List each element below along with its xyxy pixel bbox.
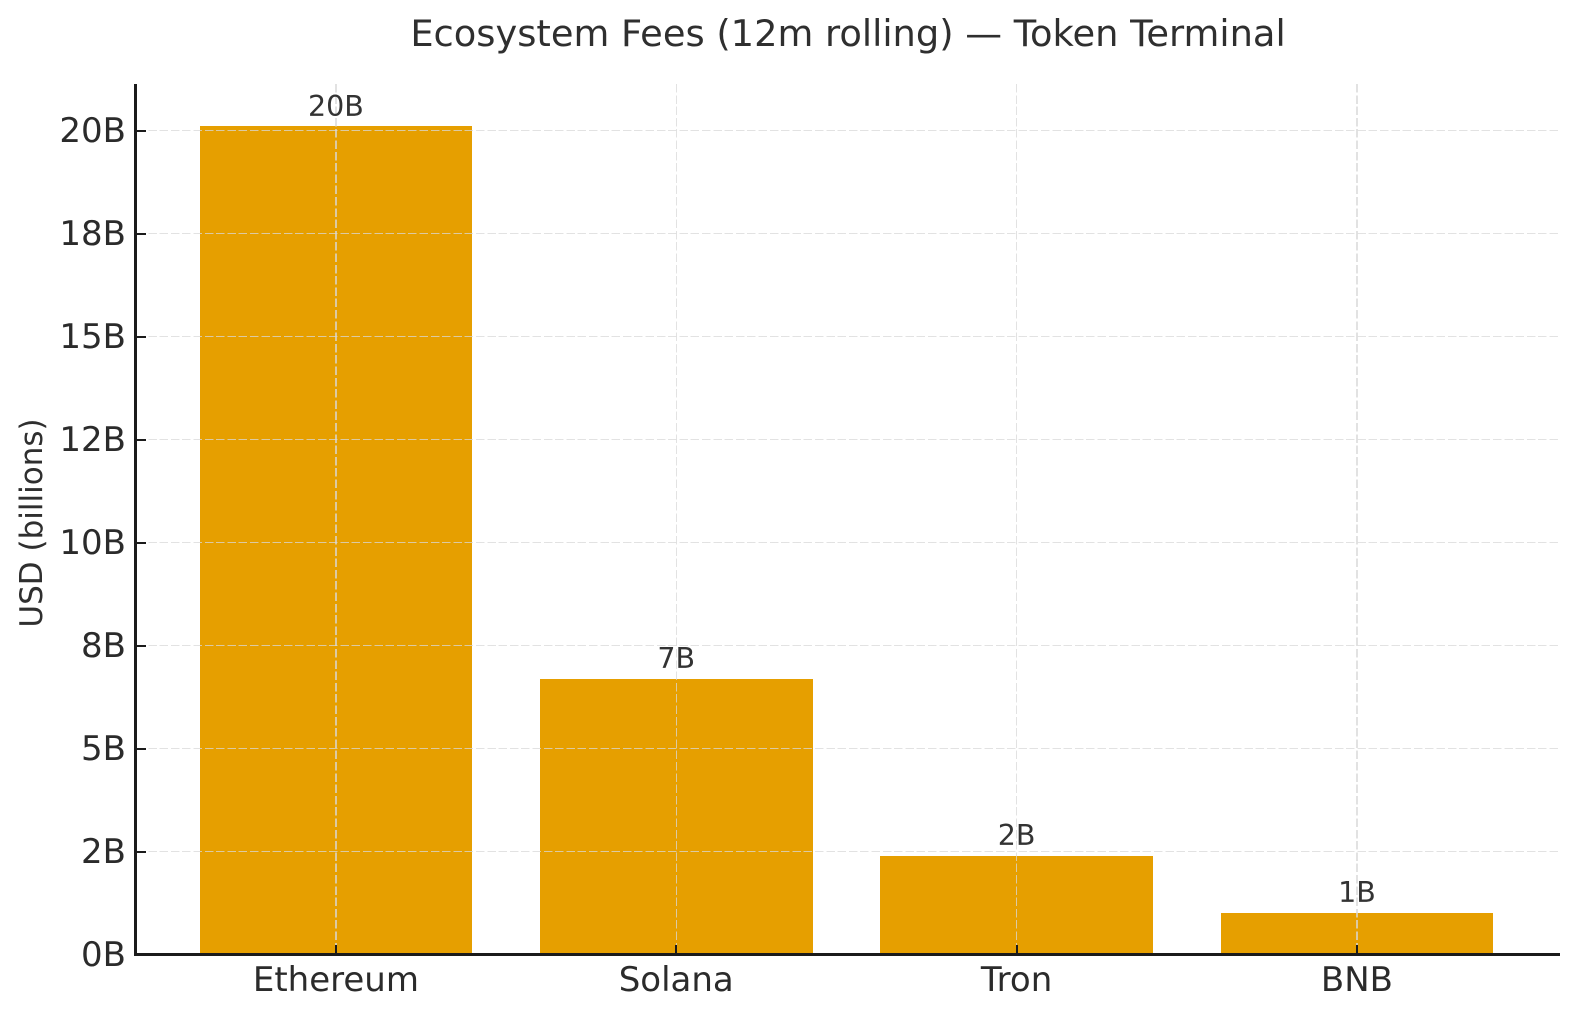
x-tick-label-ethereum: Ethereum xyxy=(252,959,419,1000)
h-gridline-18B xyxy=(137,232,1560,235)
y-tick-label-12B: 12B xyxy=(59,420,126,461)
y-tick-label-5B: 5B xyxy=(81,729,126,770)
y-tick-label-15B: 15B xyxy=(59,317,126,358)
x-tick-label-tron: Tron xyxy=(980,959,1053,1000)
y-tick-20B xyxy=(137,129,146,132)
x-tick-ethereum xyxy=(334,944,337,954)
y-axis-label: USD (billions) xyxy=(13,418,50,628)
h-gridline-8B xyxy=(137,644,1560,647)
v-gridline-ethereum xyxy=(335,84,337,954)
y-tick-18B xyxy=(137,232,146,235)
y-tick-label-2B: 2B xyxy=(81,832,126,873)
x-tick-label-bnb: BNB xyxy=(1320,959,1393,1000)
y-tick-10B xyxy=(137,541,146,544)
v-gridline-tron xyxy=(1015,84,1018,954)
x-tick-label-solana: Solana xyxy=(618,959,734,1000)
bar-value-label-solana: 7B xyxy=(657,641,696,675)
h-gridline-20B xyxy=(137,129,1560,132)
y-axis-spine xyxy=(133,84,137,957)
v-gridline-bnb xyxy=(1356,84,1358,954)
y-tick-label-10B: 10B xyxy=(59,523,126,564)
y-tick-8B xyxy=(137,644,146,647)
bar-value-label-bnb: 1B xyxy=(1338,876,1376,910)
h-gridline-10B xyxy=(137,541,1560,544)
y-tick-label-8B: 8B xyxy=(81,626,126,667)
y-tick-0B xyxy=(137,953,146,956)
y-tick-12B xyxy=(137,438,146,441)
x-tick-solana xyxy=(675,944,678,954)
y-tick-15B xyxy=(137,335,146,338)
x-tick-bnb xyxy=(1355,944,1359,954)
y-tick-label-18B: 18B xyxy=(59,214,126,255)
bar-value-label-tron: 2B xyxy=(997,818,1036,852)
h-gridline-12B xyxy=(137,438,1560,441)
h-gridline-5B xyxy=(137,747,1560,750)
h-gridline-2B xyxy=(137,850,1560,853)
h-gridline-15B xyxy=(137,335,1560,338)
v-gridline-solana xyxy=(675,84,677,954)
chart-title: Ecosystem Fees (12m rolling) — Token Ter… xyxy=(410,12,1286,56)
y-tick-2B xyxy=(137,850,146,853)
y-tick-label-0B: 0B xyxy=(81,935,126,976)
bar-value-label-ethereum: 20B xyxy=(307,89,364,123)
y-tick-label-20B: 20B xyxy=(59,111,126,152)
x-axis-spine xyxy=(133,953,1560,957)
y-tick-5B xyxy=(137,747,146,750)
x-tick-tron xyxy=(1015,944,1018,954)
